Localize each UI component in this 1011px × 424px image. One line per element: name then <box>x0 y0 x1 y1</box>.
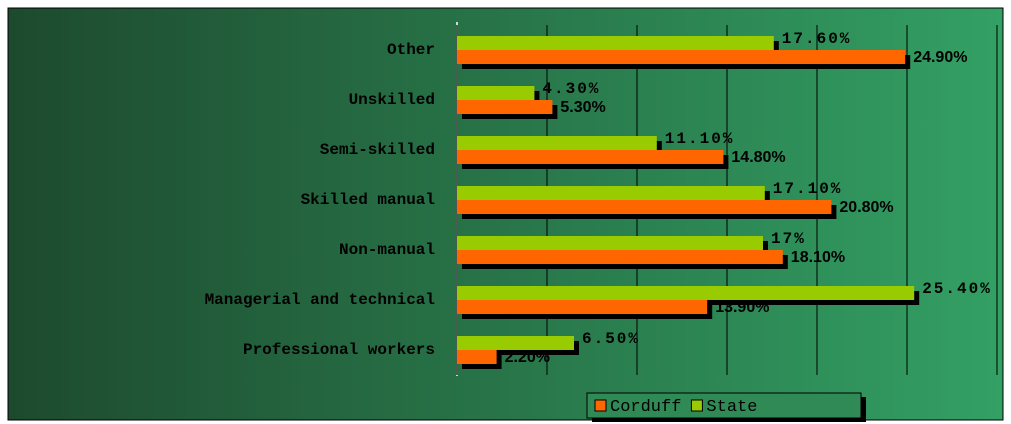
bar <box>457 286 915 300</box>
data-label: 24.90% <box>913 49 967 66</box>
category-label: Non-manual <box>339 241 435 259</box>
bar <box>457 36 774 50</box>
data-label: 2.20% <box>505 349 550 366</box>
bar <box>457 250 783 264</box>
bar <box>457 300 708 314</box>
data-label: 17% <box>771 230 806 248</box>
legend-swatch <box>690 399 703 412</box>
data-label: 25.40% <box>922 280 992 298</box>
category-label: Unskilled <box>349 91 435 109</box>
bar <box>457 336 574 350</box>
data-label: 11.10% <box>665 130 735 148</box>
bar <box>457 100 553 114</box>
bar <box>457 350 497 364</box>
bar <box>457 186 765 200</box>
data-label: 13.90% <box>715 299 769 316</box>
data-label: 14.80% <box>731 149 785 166</box>
bar <box>457 86 535 100</box>
category-label: Other <box>387 41 435 59</box>
category-label: Professional workers <box>243 341 435 359</box>
legend-swatch <box>594 399 607 412</box>
bar <box>457 236 763 250</box>
bar <box>457 136 657 150</box>
legend <box>586 392 862 419</box>
data-label: 20.80% <box>839 199 893 216</box>
legend-label: Corduff <box>610 398 681 417</box>
data-label: 4.30% <box>542 80 600 98</box>
data-label: 18.10% <box>791 249 845 266</box>
data-label: 17.10% <box>773 180 843 198</box>
bar <box>457 200 832 214</box>
category-label: Managerial and technical <box>205 291 435 309</box>
data-label: 5.30% <box>560 99 605 116</box>
bar <box>457 150 724 164</box>
bar <box>457 50 906 64</box>
data-label: 17.60% <box>782 30 852 48</box>
category-label: Semi-skilled <box>320 141 435 159</box>
data-label: 6.50% <box>582 330 640 348</box>
category-label: Skilled manual <box>301 191 435 209</box>
legend-label: State <box>706 398 757 417</box>
